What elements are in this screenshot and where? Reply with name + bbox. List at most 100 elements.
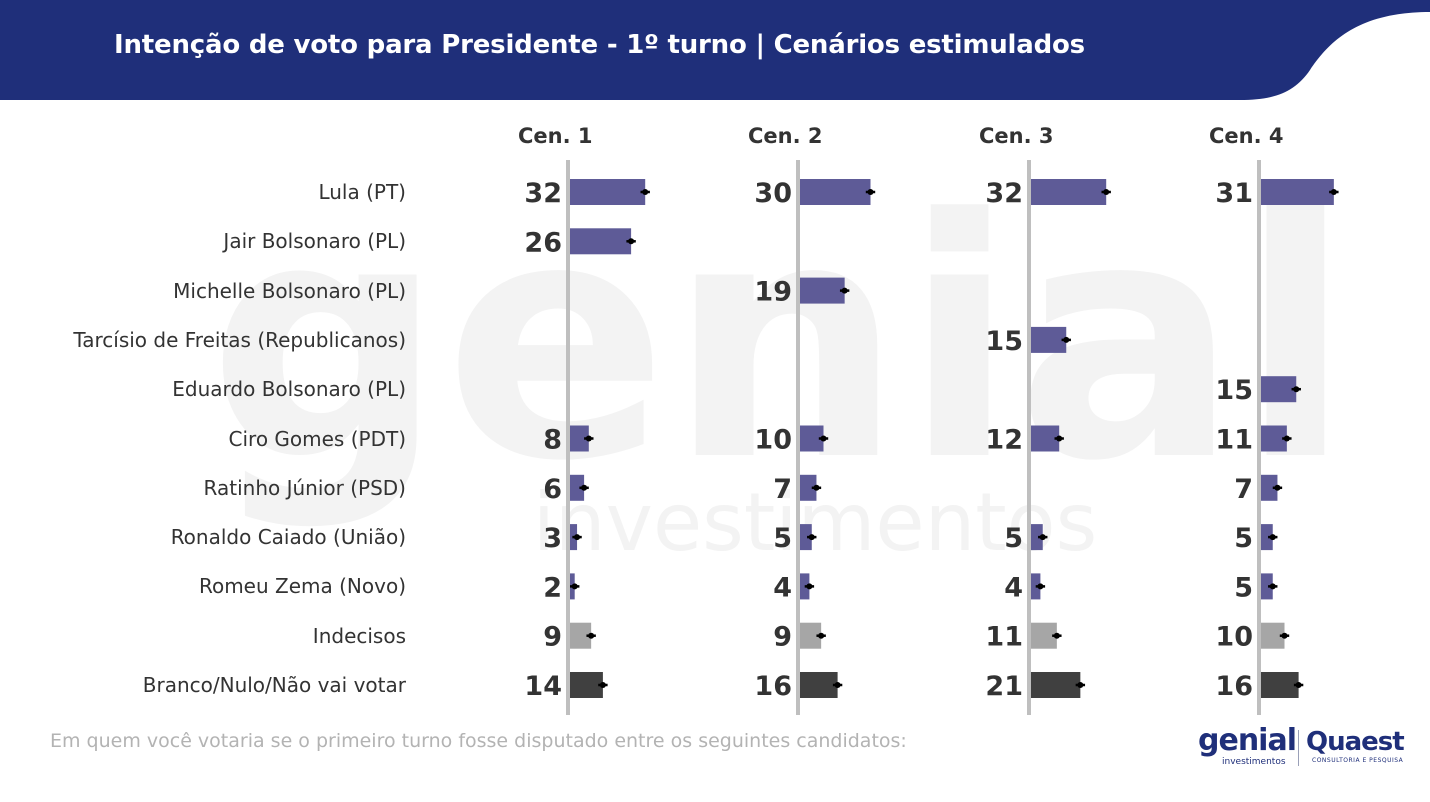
data-label: 32 xyxy=(985,178,1023,209)
data-label: 5 xyxy=(1004,523,1023,554)
bar xyxy=(800,179,871,205)
data-label: 10 xyxy=(1215,622,1253,653)
scenario-header: Cen. 4 xyxy=(1209,124,1284,148)
bar xyxy=(800,425,824,452)
survey-question: Em quem você votaria se o primeiro turno… xyxy=(50,730,907,752)
bar xyxy=(1261,179,1334,205)
error-bar-point xyxy=(628,238,635,245)
error-bar-point xyxy=(1269,583,1276,590)
data-label: 19 xyxy=(754,277,792,308)
data-label: 10 xyxy=(754,425,792,456)
error-bar-point xyxy=(818,632,825,639)
error-bar-point xyxy=(1330,189,1337,195)
error-bar-point xyxy=(574,534,581,541)
error-bar-point xyxy=(1103,189,1110,195)
error-bar-point xyxy=(571,583,578,590)
error-bar-point xyxy=(808,534,815,541)
error-bar-point xyxy=(820,435,827,442)
scenario-header: Cen. 3 xyxy=(979,124,1054,148)
error-bar-point xyxy=(581,484,588,491)
category-label: Michelle Bolsonaro (PL) xyxy=(173,278,406,303)
scenario-header: Cen. 2 xyxy=(748,124,823,148)
data-label: 11 xyxy=(1215,425,1253,456)
category-label: Branco/Nulo/Não vai votar xyxy=(142,673,406,697)
data-label: 16 xyxy=(1215,671,1253,702)
error-bar-point xyxy=(1063,336,1070,343)
data-label: 7 xyxy=(773,474,792,505)
category-label: Ronaldo Caiado (União) xyxy=(170,525,406,550)
bar xyxy=(1261,376,1297,403)
genial-logo-subtitle: investimentos xyxy=(1222,757,1286,767)
bar xyxy=(1261,622,1285,649)
bar xyxy=(570,474,585,501)
error-bar-point xyxy=(1056,435,1063,442)
data-label: 16 xyxy=(754,671,792,702)
error-bar-point xyxy=(1039,534,1046,541)
bar xyxy=(570,228,632,255)
bar xyxy=(570,622,592,649)
data-label: 15 xyxy=(985,326,1023,357)
bar xyxy=(800,672,838,698)
error-bar-point xyxy=(1281,632,1288,639)
error-bar-point xyxy=(1269,534,1276,541)
error-bar-point xyxy=(841,287,848,294)
error-bar-point xyxy=(834,682,841,688)
bar xyxy=(800,622,822,649)
logo-divider xyxy=(1298,730,1299,766)
category-label: Lula (PT) xyxy=(318,180,406,204)
bar xyxy=(1261,573,1273,600)
data-label: 7 xyxy=(1234,474,1253,505)
bar xyxy=(800,524,812,551)
error-bar-point xyxy=(813,484,820,491)
error-bar-point xyxy=(1295,682,1302,688)
data-label: 31 xyxy=(1215,178,1253,209)
error-bar-point xyxy=(1053,632,1060,639)
category-label: Romeu Zema (Novo) xyxy=(198,574,406,599)
data-label: 4 xyxy=(1004,572,1023,603)
category-label: Jair Bolsonaro (PL) xyxy=(223,229,406,254)
data-label: 5 xyxy=(773,523,792,554)
data-label: 4 xyxy=(773,572,792,603)
category-label: Ratinho Júnior (PSD) xyxy=(203,475,406,500)
scenario-header: Cen. 1 xyxy=(518,124,593,148)
data-label: 2 xyxy=(543,572,562,603)
data-label: 9 xyxy=(543,622,562,653)
bar xyxy=(1031,326,1067,353)
data-label: 32 xyxy=(524,178,562,209)
error-bar-point xyxy=(1077,682,1084,688)
data-label: 3 xyxy=(543,523,562,554)
bar xyxy=(570,672,603,698)
watermark-word-genial: genial xyxy=(208,149,1352,533)
error-bar-point xyxy=(1283,435,1290,442)
data-label: 12 xyxy=(985,425,1023,456)
genial-logo: genial xyxy=(1198,723,1297,758)
bar xyxy=(570,179,646,205)
bar xyxy=(1031,179,1107,205)
data-label: 14 xyxy=(524,671,562,702)
error-bar-point xyxy=(867,189,874,195)
page-title: Intenção de voto para Presidente - 1º tu… xyxy=(114,30,1085,60)
data-label: 8 xyxy=(543,425,562,456)
data-label: 26 xyxy=(524,227,562,258)
category-label: Eduardo Bolsonaro (PL) xyxy=(172,377,406,402)
data-label: 15 xyxy=(1215,375,1253,406)
data-label: 11 xyxy=(985,622,1023,653)
error-bar-point xyxy=(806,583,813,590)
error-bar-point xyxy=(1037,583,1044,590)
bar xyxy=(1031,672,1081,698)
category-label: Indecisos xyxy=(312,623,406,648)
error-bar-point xyxy=(588,632,595,639)
bar xyxy=(1261,672,1299,698)
data-label: 5 xyxy=(1234,523,1253,554)
category-label: Ciro Gomes (PDT) xyxy=(228,426,406,451)
data-label: 9 xyxy=(773,622,792,653)
data-label: 30 xyxy=(754,178,792,209)
data-label: 6 xyxy=(543,474,562,505)
quaest-logo: Quaest xyxy=(1306,727,1405,757)
header-banner xyxy=(0,0,1430,100)
error-bar-point xyxy=(642,189,649,195)
bar xyxy=(570,425,589,452)
error-bar-point xyxy=(585,435,592,442)
